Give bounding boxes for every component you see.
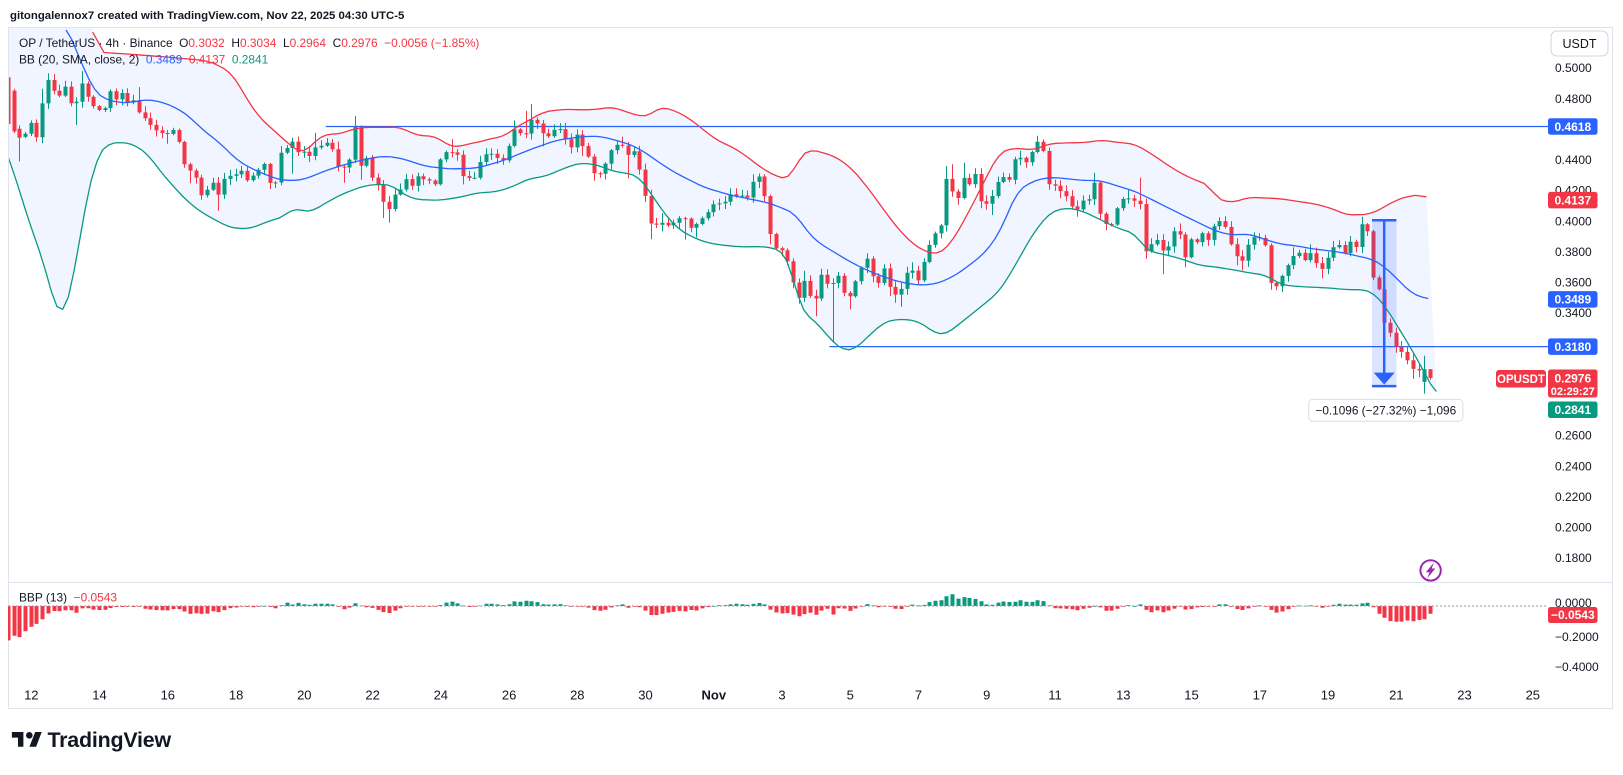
svg-text:−0.2000: −0.2000: [1555, 630, 1599, 644]
svg-text:0.4137: 0.4137: [1554, 193, 1591, 207]
svg-text:5: 5: [847, 688, 854, 703]
svg-text:25: 25: [1526, 688, 1540, 703]
svg-text:30: 30: [638, 688, 652, 703]
svg-text:0.3400: 0.3400: [1555, 306, 1592, 320]
svg-text:BBP (13) −0.0543: BBP (13) −0.0543: [19, 591, 117, 605]
svg-text:OP / TetherUS · 4h · Binance: OP / TetherUS · 4h · Binance O0.3032 H0.…: [19, 36, 479, 50]
svg-text:7: 7: [915, 688, 922, 703]
svg-text:0.3489: 0.3489: [1554, 293, 1591, 307]
svg-text:14: 14: [92, 688, 106, 703]
svg-text:0.2976: 0.2976: [1554, 371, 1591, 385]
svg-text:16: 16: [161, 688, 175, 703]
svg-text:gitongalennox7 created with Tr: gitongalennox7 created with TradingView.…: [10, 10, 405, 22]
svg-text:OPUSDT: OPUSDT: [1497, 374, 1545, 386]
svg-text:26: 26: [502, 688, 516, 703]
svg-text:TradingView: TradingView: [48, 728, 172, 752]
svg-text:0.4000: 0.4000: [1555, 214, 1592, 228]
svg-text:0.4800: 0.4800: [1555, 92, 1592, 106]
svg-text:0.4400: 0.4400: [1555, 153, 1592, 167]
svg-text:−0.4000: −0.4000: [1555, 660, 1599, 674]
svg-text:BB (20, SMA, close, 2) 0.3489: BB (20, SMA, close, 2) 0.3489 0.4137 0.2…: [19, 53, 269, 67]
svg-text:−0.0543: −0.0543: [1551, 608, 1595, 622]
svg-text:13: 13: [1116, 688, 1130, 703]
svg-text:17: 17: [1253, 688, 1267, 703]
svg-text:USDT: USDT: [1562, 37, 1596, 51]
svg-text:0.3600: 0.3600: [1555, 276, 1592, 290]
svg-text:0.3800: 0.3800: [1555, 245, 1592, 259]
svg-text:0.2600: 0.2600: [1555, 429, 1592, 443]
svg-text:9: 9: [983, 688, 990, 703]
svg-text:19: 19: [1321, 688, 1335, 703]
svg-text:0.2200: 0.2200: [1555, 490, 1592, 504]
svg-text:21: 21: [1389, 688, 1403, 703]
svg-text:24: 24: [434, 688, 448, 703]
svg-text:18: 18: [229, 688, 243, 703]
svg-text:02:29:27: 02:29:27: [1551, 386, 1595, 398]
svg-text:20: 20: [297, 688, 311, 703]
svg-text:0.2841: 0.2841: [1554, 403, 1591, 417]
svg-text:Nov: Nov: [702, 688, 727, 703]
svg-text:15: 15: [1184, 688, 1198, 703]
svg-text:22: 22: [365, 688, 379, 703]
svg-text:0.2000: 0.2000: [1555, 521, 1592, 535]
svg-text:0.1800: 0.1800: [1555, 551, 1592, 565]
svg-text:0.4618: 0.4618: [1554, 120, 1591, 134]
svg-text:0.5000: 0.5000: [1555, 61, 1592, 75]
svg-text:0.0000: 0.0000: [1555, 596, 1592, 610]
svg-text:28: 28: [570, 688, 584, 703]
svg-text:23: 23: [1457, 688, 1471, 703]
svg-text:−0.1096 (−27.32%) −1,096: −0.1096 (−27.32%) −1,096: [1315, 404, 1456, 418]
svg-text:0.2400: 0.2400: [1555, 459, 1592, 473]
svg-text:3: 3: [778, 688, 785, 703]
svg-text:0.3180: 0.3180: [1554, 340, 1591, 354]
svg-text:12: 12: [24, 688, 38, 703]
svg-text:11: 11: [1048, 688, 1062, 703]
